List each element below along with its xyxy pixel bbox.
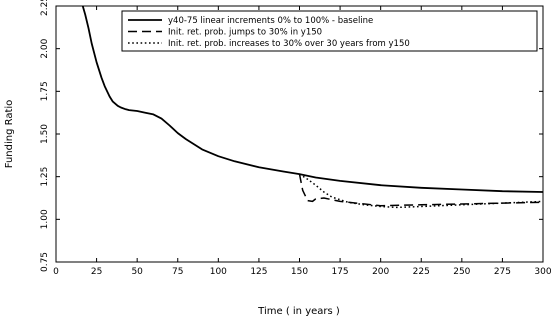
x-tick-label: 50 — [131, 267, 143, 277]
y-tick-label: 2.25 — [40, 0, 50, 16]
legend: y40-75 linear increments 0% to 100% - ba… — [121, 10, 538, 52]
x-tick-label: 275 — [494, 267, 511, 277]
legend-box — [121, 10, 538, 52]
ticks-layer: 0 25 50 75 100 125 150 175 200 225 250 275 300 0.75 1.… — [40, 0, 552, 277]
x-tick-label: 25 — [91, 267, 102, 277]
x-tick-label: 250 — [453, 267, 470, 277]
x-tick-label: 200 — [372, 267, 389, 277]
legend-entry-label: y40-75 linear increments 0% to 100% - ba… — [168, 16, 373, 26]
series-line-dotted — [299, 173, 543, 209]
x-tick-label: 300 — [534, 267, 551, 277]
series-line-solid — [81, 6, 543, 193]
legend-entry-label: Init. ret. prob. increases to 30% over 3… — [168, 39, 410, 49]
series-layer — [81, 6, 543, 209]
y-axis-label: Funding Ratio — [4, 100, 15, 169]
x-tick-label: 75 — [172, 267, 183, 277]
x-tick-label: 100 — [210, 267, 227, 277]
x-tick-label: 175 — [331, 267, 348, 277]
series-line-dashed — [298, 173, 543, 207]
y-tick-label: 1.50 — [40, 124, 50, 144]
x-tick-label: 0 — [53, 267, 59, 277]
y-tick-label: 1.00 — [40, 209, 50, 229]
y-tick-label: 2.00 — [40, 38, 50, 58]
x-axis-label: Time ( in years ) — [257, 306, 340, 317]
y-tick-label: 1.75 — [40, 81, 50, 101]
x-tick-label: 150 — [291, 267, 308, 277]
legend-entry-label: Init. ret. prob. jumps to 30% in y150 — [168, 28, 322, 38]
x-tick-label: 125 — [250, 267, 267, 277]
x-tick-label: 225 — [413, 267, 430, 277]
y-tick-label: 1.25 — [40, 167, 50, 187]
y-tick-label: 0.75 — [40, 252, 50, 272]
